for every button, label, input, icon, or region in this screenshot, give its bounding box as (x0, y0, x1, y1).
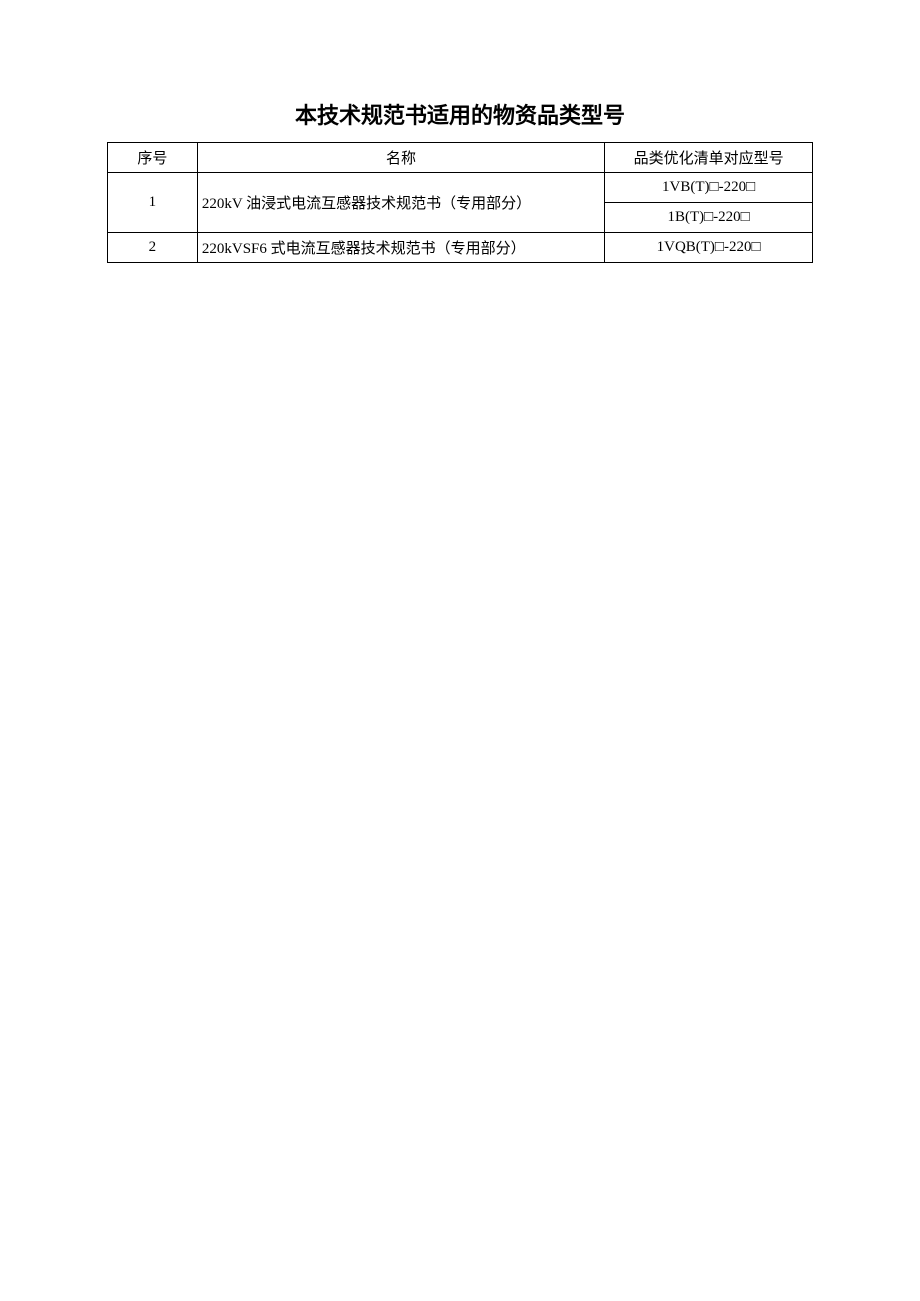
table-row: 2 220kVSF6 式电流互感器技术规范书（专用部分） 1VQB(T)□-22… (108, 233, 813, 263)
cell-model-1a: 1VB(T)□-220□ (605, 173, 813, 203)
table-header-row: 序号 名称 品类优化清单对应型号 (108, 143, 813, 173)
cell-name-2: 220kVSF6 式电流互感器技术规范书（专用部分） (197, 233, 604, 263)
table-container: 序号 名称 品类优化清单对应型号 1 220kV 油浸式电流互感器技术规范书（专… (107, 142, 813, 263)
header-model: 品类优化清单对应型号 (605, 143, 813, 173)
cell-name-1: 220kV 油浸式电流互感器技术规范书（专用部分） (197, 173, 604, 233)
table-row: 1 220kV 油浸式电流互感器技术规范书（专用部分） 1VB(T)□-220□ (108, 173, 813, 203)
header-seq: 序号 (108, 143, 198, 173)
cell-seq-2: 2 (108, 233, 198, 263)
cell-seq-1: 1 (108, 173, 198, 233)
page-title: 本技术规范书适用的物资品类型号 (0, 98, 920, 130)
header-name: 名称 (197, 143, 604, 173)
cell-model-1b: 1B(T)□-220□ (605, 203, 813, 233)
spec-table: 序号 名称 品类优化清单对应型号 1 220kV 油浸式电流互感器技术规范书（专… (107, 142, 813, 263)
cell-model-2: 1VQB(T)□-220□ (605, 233, 813, 263)
